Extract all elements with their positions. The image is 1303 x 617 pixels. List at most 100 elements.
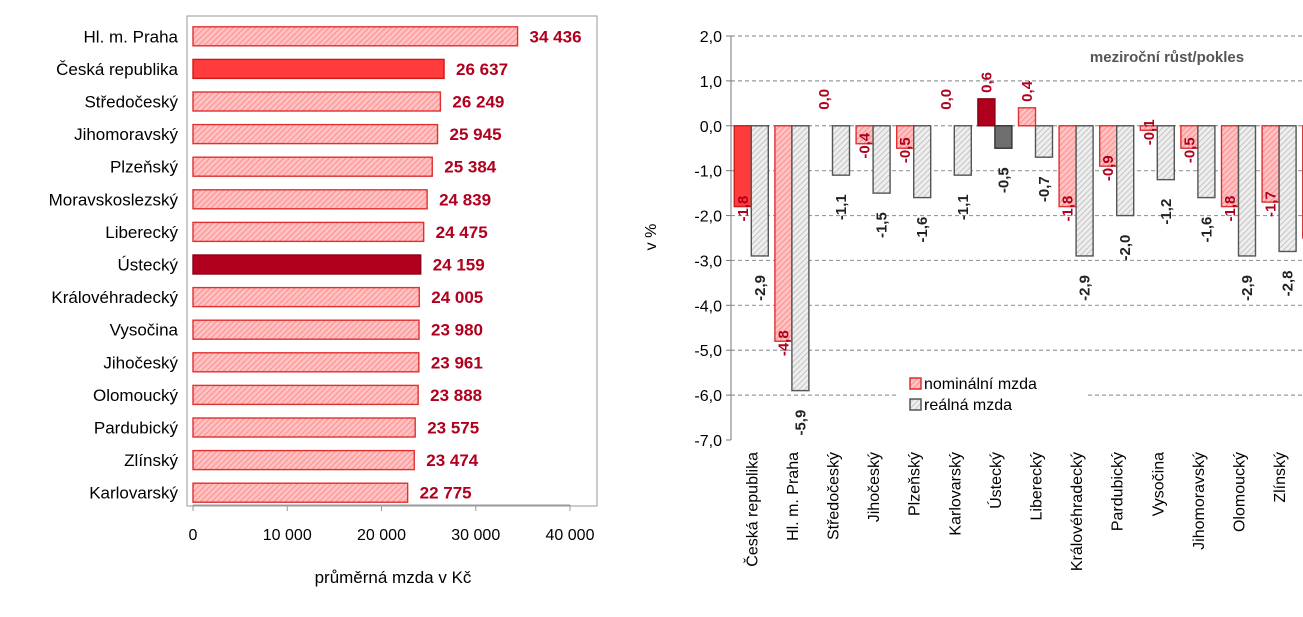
category-label: Jihočeský (866, 452, 883, 522)
real-bar-12 (1237, 125, 1257, 257)
real-value-label: -1,1 (833, 194, 850, 220)
real-bar-0 (750, 125, 769, 257)
real-bar-2 (831, 125, 851, 176)
value-label: 26 637 (456, 60, 508, 79)
x-tick-label: 30 000 (451, 527, 500, 544)
category-label: Zlínský (124, 451, 178, 470)
real-value-label: -1,1 (955, 194, 972, 220)
category-label: Hl. m. Praha (785, 452, 802, 541)
nominal-bar-0 (733, 125, 752, 208)
bar-3 (192, 123, 439, 145)
real-value-label: -2,9 (752, 275, 769, 301)
y-tick-label: -4,0 (694, 298, 722, 315)
category-label: Ústecký (118, 256, 179, 275)
category-label: Královéhradecký (51, 288, 178, 307)
nominal-bar-1 (774, 125, 793, 342)
y-tick-label: -3,0 (694, 253, 722, 270)
y-tick-label: -2,0 (694, 209, 722, 226)
category-label: Olomoucký (1232, 452, 1249, 532)
right-y-axis-label: v % (643, 224, 660, 251)
left-x-axis-label: průměrná mzda v Kč (315, 568, 472, 587)
nominal-value-label: 0,0 (816, 89, 833, 110)
bar-9 (192, 319, 420, 340)
bar-10 (192, 352, 420, 373)
y-tick-label: 0,0 (700, 119, 722, 136)
category-label: Královéhradecký (1069, 452, 1086, 571)
value-label: 24 475 (436, 223, 488, 242)
real-value-label: -2,9 (1239, 275, 1256, 301)
nominal-value-label: -0,4 (857, 132, 874, 159)
bar-14 (192, 482, 409, 503)
bar-13 (192, 449, 415, 471)
value-label: 26 249 (452, 93, 504, 112)
real-value-label: -1,6 (914, 217, 931, 243)
value-label: 23 961 (431, 353, 483, 372)
real-value-label: -0,7 (1036, 176, 1053, 202)
y-tick-label: 2,0 (700, 29, 722, 46)
value-label: 23 980 (431, 321, 483, 340)
x-tick-label: 40 000 (546, 527, 595, 544)
real-bar-7 (1034, 125, 1054, 158)
category-label: Olomoucký (93, 386, 179, 405)
right-bar-chart: -1,8 -2,9 -4,8 -5,9 0,0 -1,1 -0,4 -1,5 -0,5 -1,6 0… (643, 29, 1303, 571)
category-label: Česká republika (742, 452, 761, 567)
y-tick-label: -7,0 (694, 433, 722, 450)
category-label: Středočeský (826, 452, 843, 540)
category-label: Česká republika (56, 60, 178, 79)
category-label: Pardubický (1110, 452, 1127, 531)
real-bar-4 (913, 125, 932, 199)
bar-0 (192, 26, 519, 47)
category-label: Plzeňský (907, 452, 924, 516)
nominal-value-label: 0,4 (1019, 80, 1036, 102)
value-label: 25 945 (450, 125, 502, 144)
category-label: Pardubický (94, 419, 179, 438)
bar-4 (192, 156, 433, 177)
value-label: 25 384 (444, 158, 497, 177)
category-label: Vysočina (110, 321, 179, 340)
category-label: Moravskoslezský (49, 190, 179, 209)
category-label: Jihomoravský (74, 125, 178, 144)
nominal-value-label: -0,5 (897, 137, 914, 163)
nominal-value-label: -1,8 (1060, 196, 1077, 222)
value-label: 22 775 (420, 484, 472, 503)
real-value-label: -2,0 (1117, 235, 1134, 261)
value-label: 23 474 (426, 451, 479, 470)
real-bar-5 (953, 125, 972, 176)
real-bar-1 (791, 125, 810, 392)
category-label: Liberecký (1029, 452, 1046, 520)
value-label: 23 888 (430, 386, 482, 405)
real-value-label: -1,6 (1198, 217, 1215, 243)
category-label: Hl. m. Praha (84, 27, 179, 46)
x-tick-label: 10 000 (263, 527, 312, 544)
nominal-bar-8 (1058, 125, 1077, 208)
nominal-value-label: -4,8 (775, 330, 792, 356)
value-label: 24 005 (431, 288, 483, 307)
left-plot-area (186, 15, 598, 507)
nominal-value-label: -0,9 (1100, 155, 1117, 181)
real-value-label: -2,8 (1280, 271, 1297, 297)
real-bar-13 (1278, 125, 1297, 253)
real-bar-11 (1197, 125, 1216, 199)
nominal-value-label: 0,0 (938, 89, 955, 110)
legend: nominální mzda reálná mzda (896, 371, 1086, 417)
real-value-label: -0,5 (995, 167, 1012, 193)
legend-label-nominal: nominální mzda (924, 376, 1037, 393)
category-label: Středočeský (84, 93, 178, 112)
chart-annotation: meziroční růst/pokles (1090, 49, 1244, 66)
nominal-value-label: -1,8 (1222, 196, 1239, 222)
nominal-value-label: -0,5 (1181, 137, 1198, 163)
x-tick-label: 20 000 (357, 527, 406, 544)
left-bar-chart: Hl. m. Praha Česká republika Středočeský Ji… (49, 15, 598, 587)
nominal-value-label: -0,1 (1141, 119, 1158, 145)
category-label: Liberecký (105, 223, 178, 242)
real-value-label: -2,9 (1077, 275, 1094, 301)
x-tick-label: 0 (189, 527, 198, 544)
y-tick-label: -5,0 (694, 343, 722, 360)
category-label: Jihomoravský (1191, 452, 1208, 550)
real-bar-9 (1115, 125, 1135, 217)
real-value-label: -1,2 (1158, 199, 1175, 225)
category-label: Ústecký (986, 452, 1005, 509)
category-label: Zlínský (1272, 452, 1289, 503)
nominal-bar-6 (977, 98, 996, 127)
